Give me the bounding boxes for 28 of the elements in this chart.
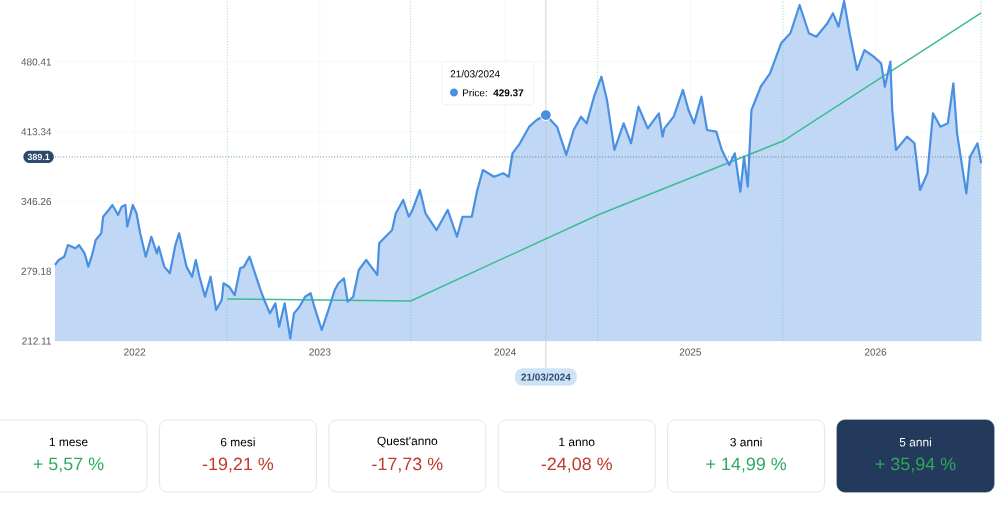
- annotation: 429.37: [493, 89, 524, 97]
- x-tick-label: 2022: [124, 348, 146, 356]
- category-label: 5 anni: [899, 437, 931, 447]
- ref-line-label: 389.1: [27, 153, 50, 161]
- y-tick-label: 480.41: [21, 58, 51, 66]
- category-label: Quest'anno: [377, 436, 438, 448]
- y-tick-label: 212.11: [22, 337, 51, 345]
- y-tick-label: 413.34: [21, 128, 52, 136]
- x-tick-label: 2026: [864, 348, 887, 356]
- x-tick-label: 2023: [309, 348, 331, 356]
- data-label: + 35,94 %: [875, 457, 956, 473]
- data-label: + 5,57 %: [33, 457, 104, 473]
- data-label: -17,73 %: [372, 457, 443, 473]
- data-label: + 14,99 %: [706, 457, 787, 473]
- category-label: 1 mese: [49, 437, 88, 447]
- legend-label: Price:: [463, 89, 487, 97]
- x-tick-label: 2025: [679, 348, 701, 356]
- y-tick-label: 346.26: [21, 197, 52, 206]
- category-label: 6 mesi: [220, 437, 255, 447]
- data-label: -19,21 %: [202, 457, 274, 473]
- annotation: 21/03/2024: [450, 70, 500, 78]
- line-series: [226, 12, 982, 302]
- data-label: -24,08 %: [541, 457, 612, 473]
- category-label: 3 anni: [730, 437, 762, 447]
- ref-line-label: 21/03/2024: [521, 373, 571, 381]
- x-tick-label: 2024: [494, 348, 516, 356]
- y-tick-label: 279.18: [21, 267, 52, 275]
- category-label: 1 anno: [559, 437, 595, 447]
